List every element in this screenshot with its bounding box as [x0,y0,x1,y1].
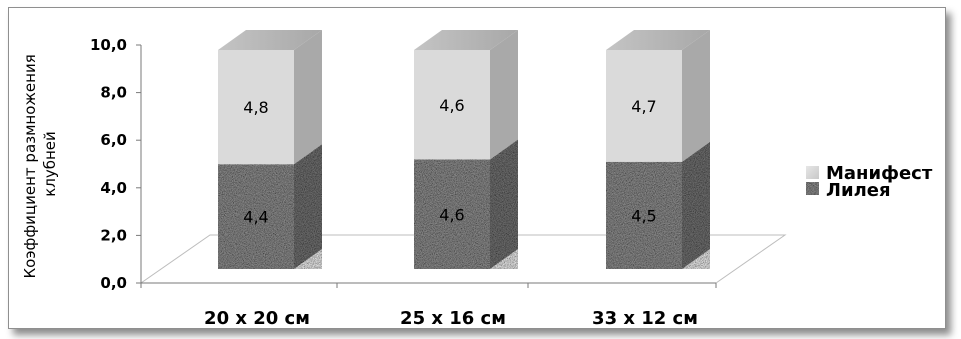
category-label-3: 33 х 12 см [592,308,698,329]
y-axis-title-line-2: клубней [41,131,59,197]
y-axis-title-line-1: Коэффициент размножения [21,54,39,278]
bar-upper-side-1 [294,30,322,165]
data-label-lower-3: 4,5 [631,206,656,225]
y-tick-label: 2,0 [100,226,127,244]
bar-upper-side-3 [682,30,710,162]
bar-top-2 [414,30,518,51]
y-tick-label: 8,0 [100,84,127,102]
bar-upper-front-3 [606,50,682,162]
legend-swatch-manifest [806,166,819,179]
data-label-upper-1: 4,8 [243,98,268,117]
data-label-upper-3: 4,7 [631,97,656,116]
legend-label-manifest: Манифест [826,163,933,184]
legend: Манифест Лилея [806,163,933,201]
bar-top-3 [606,30,710,51]
bars-group: 4,4 4,8 4,6 4,6 4,5 4,7 [218,30,710,269]
category-label-1: 20 х 20 см [204,308,310,329]
category-label-2: 25 х 16 см [400,308,506,329]
data-label-lower-2: 4,6 [439,205,464,224]
bar-upper-front-1 [218,50,294,165]
bar-lower-side-3 [682,141,710,269]
bar-upper-side-2 [490,30,518,160]
legend-swatch-lileya [806,182,819,195]
y-axis-ticks: 0,0 2,0 4,0 6,0 8,0 10,0 [90,36,141,292]
data-label-lower-1: 4,4 [243,208,268,227]
bar-top-1 [218,30,322,51]
y-axis-title: Коэффициент размножения клубней [21,49,59,278]
y-tick-label: 6,0 [100,131,127,149]
y-tick-label: 10,0 [90,36,127,54]
legend-label-lileya: Лилея [826,180,891,201]
y-tick-label: 0,0 [100,274,127,292]
bar-lower-front-3 [606,161,682,269]
data-label-upper-2: 4,6 [439,96,464,115]
y-tick-label: 4,0 [100,179,127,197]
bar-lower-side-2 [490,139,518,269]
bar-lower-front-1 [218,164,294,269]
bar-upper-front-2 [414,50,490,160]
x-axis-ticks [140,283,717,288]
bar-lower-side-1 [294,144,322,269]
bar-lower-front-2 [414,159,490,269]
